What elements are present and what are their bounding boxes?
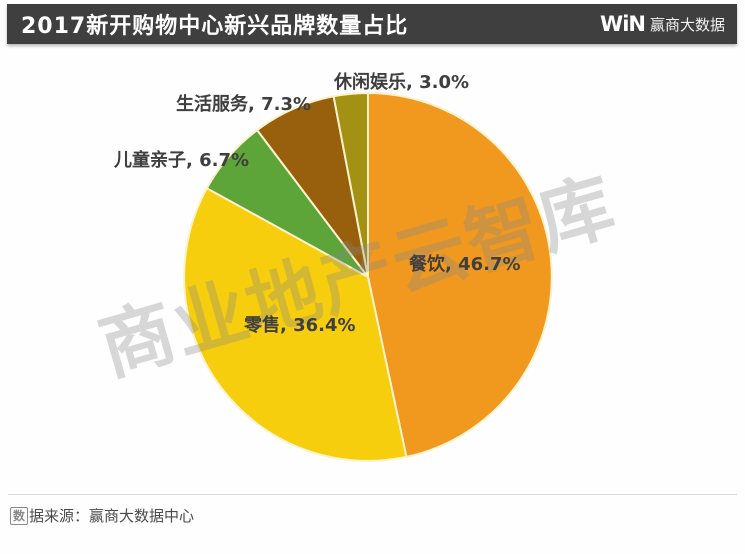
pie-slice-1 xyxy=(367,92,553,458)
footer-divider xyxy=(8,494,737,495)
pie-slice-5 xyxy=(332,92,369,278)
brand-name: 赢商大数据 xyxy=(649,15,725,34)
pie-chart-area: 商业地产云智库 餐饮, 46.7% 零售, 36.4% 儿童亲子, 6.7% 生… xyxy=(0,48,745,488)
pie-label-canyin: 餐饮, 46.7% xyxy=(409,254,521,275)
page-title: 2017新开购物中心新兴品牌数量占比 xyxy=(21,14,409,39)
pie-label-shenghuofuwu: 生活服务, 7.3% xyxy=(176,94,312,115)
pie-label-xiuxianyule: 休闲娱乐, 3.0% xyxy=(334,72,470,93)
win-logo-icon: WiN xyxy=(600,12,646,36)
pie-label-ertongqinzi: 儿童亲子, 6.7% xyxy=(114,150,250,171)
pie-slice-2 xyxy=(183,187,408,462)
title-bar: 2017新开购物中心新兴品牌数量占比 WiN 赢商大数据 xyxy=(7,4,737,44)
pie-label-lingshou: 零售, 36.4% xyxy=(244,315,356,336)
source-text: 据来源：赢商大数据中心 xyxy=(29,507,195,525)
data-source-line: 数 据来源：赢商大数据中心 xyxy=(10,505,194,526)
brand-logo: WiN 赢商大数据 xyxy=(600,12,725,36)
source-logo-icon: 数 xyxy=(10,506,28,525)
pie-chart xyxy=(183,92,553,462)
